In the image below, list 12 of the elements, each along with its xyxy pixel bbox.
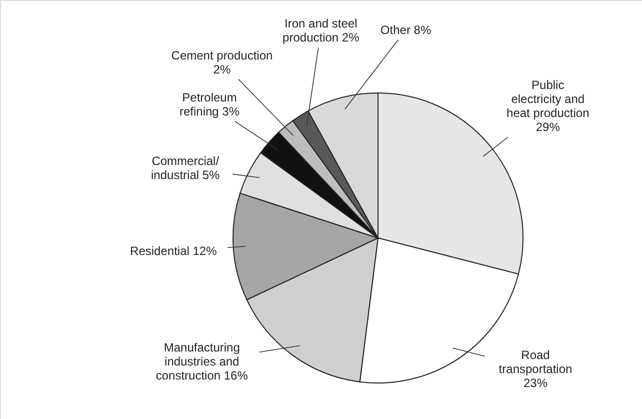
data-label: 23% [523, 376, 548, 390]
data-label: 29% [536, 120, 560, 134]
data-label: 2% [213, 62, 231, 76]
slice-label: Cement production [171, 48, 273, 62]
slice-label: Manufacturing industries and construction 16% [156, 340, 248, 382]
slice-label: Commercial/ industrial 5% [151, 154, 220, 182]
slice-label: Iron and steel production 2% [282, 16, 360, 45]
slice-label: Public electricity and heat production [506, 78, 590, 120]
slice-label: Residential 12% [130, 244, 218, 258]
slice-label: Road transportation [498, 348, 572, 376]
slice-label: Petroleum refining 3% [179, 90, 240, 118]
slice-label: Other 8% [380, 22, 432, 37]
